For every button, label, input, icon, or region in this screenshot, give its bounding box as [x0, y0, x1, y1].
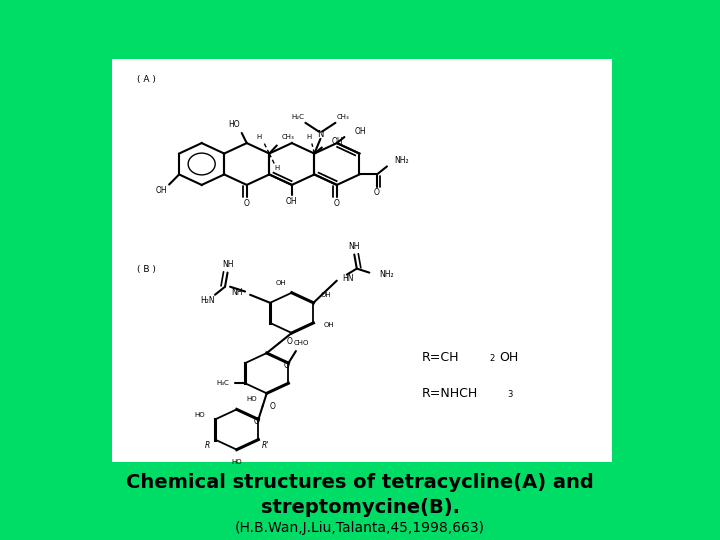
- Text: HO: HO: [228, 120, 240, 130]
- Text: H: H: [307, 134, 312, 140]
- Text: OH: OH: [354, 126, 366, 136]
- Text: R: R: [205, 441, 210, 450]
- Text: O: O: [270, 402, 276, 411]
- Text: Chemical structures of tetracycline(A) and: Chemical structures of tetracycline(A) a…: [126, 472, 594, 491]
- Text: CH₃: CH₃: [336, 114, 349, 120]
- Text: O: O: [284, 361, 289, 370]
- Text: R=CH: R=CH: [422, 350, 459, 363]
- Text: CHO: CHO: [293, 340, 309, 346]
- Text: H: H: [256, 134, 262, 140]
- Bar: [112, 59, 612, 462]
- Text: O: O: [244, 199, 250, 207]
- Text: N: N: [318, 130, 323, 139]
- Text: CH₃: CH₃: [282, 134, 294, 140]
- Text: H: H: [274, 165, 279, 171]
- Text: streptomycine(B).: streptomycine(B).: [261, 498, 459, 517]
- Text: OH: OH: [286, 197, 297, 206]
- Text: R': R': [262, 441, 269, 450]
- Text: H₂N: H₂N: [200, 296, 215, 305]
- Text: OH: OH: [321, 292, 331, 298]
- Text: ( A ): ( A ): [137, 76, 156, 84]
- Text: HO: HO: [231, 458, 242, 465]
- Text: O: O: [253, 417, 260, 426]
- Text: ( B ): ( B ): [137, 265, 156, 274]
- Text: H₃C: H₃C: [216, 380, 229, 386]
- Text: O: O: [287, 336, 292, 346]
- Text: OH: OH: [323, 322, 334, 328]
- Text: HO: HO: [194, 413, 205, 418]
- Text: 3: 3: [507, 390, 513, 400]
- Text: NH: NH: [231, 288, 243, 297]
- Text: H₂C: H₂C: [292, 114, 305, 120]
- Text: 2: 2: [490, 354, 495, 363]
- Text: O: O: [334, 199, 340, 207]
- Text: NH: NH: [222, 260, 233, 269]
- Text: OH: OH: [276, 280, 287, 286]
- Text: NH₂: NH₂: [395, 156, 409, 165]
- Text: OH: OH: [500, 350, 518, 363]
- Text: OH: OH: [332, 137, 343, 146]
- Text: HO: HO: [246, 396, 257, 402]
- Text: HN: HN: [342, 274, 354, 283]
- Text: OH: OH: [156, 186, 168, 195]
- Text: NH: NH: [348, 242, 360, 251]
- Text: R=NHCH: R=NHCH: [422, 387, 478, 400]
- Text: NH₂: NH₂: [379, 270, 394, 279]
- Text: O: O: [374, 188, 380, 197]
- Text: (H.B.Wan,J.Liu,Talanta,45,1998,663): (H.B.Wan,J.Liu,Talanta,45,1998,663): [235, 521, 485, 535]
